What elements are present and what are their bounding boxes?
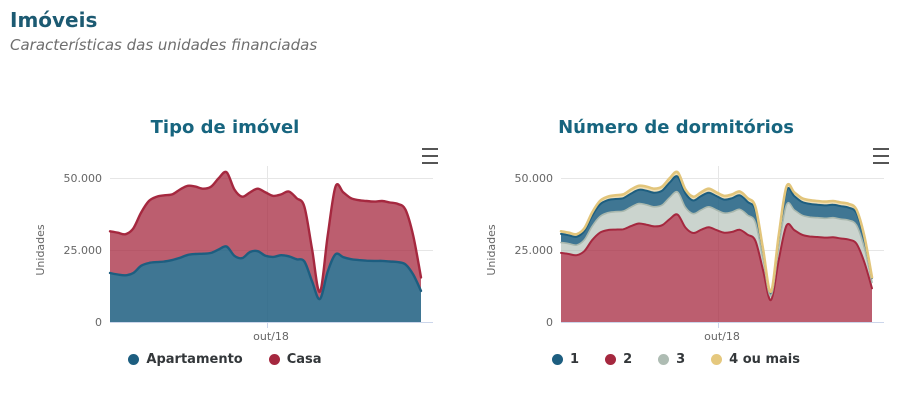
legend-item[interactable]: Casa [268, 352, 322, 367]
series-path [561, 214, 872, 322]
chart-menu-button[interactable] [867, 148, 889, 164]
y-tick-label: 50.000 [64, 172, 103, 185]
series-path [559, 170, 874, 294]
chart-legend: 1 2 3 4 ou mais [451, 352, 901, 367]
series-path [561, 191, 872, 301]
series-path [560, 190, 873, 297]
y-tick-label: 0 [546, 316, 553, 329]
y-axis-title: Unidades [34, 224, 47, 276]
legend-label: Casa [286, 352, 322, 367]
series-path [108, 245, 423, 301]
chart-menu-button[interactable] [416, 148, 438, 164]
hamburger-icon [873, 162, 889, 164]
chart-panel-tipo-de-imovel: Tipo de imóvel 50.000 25.000 0 Unidades [0, 106, 450, 367]
legend-item[interactable]: 3 [658, 352, 685, 367]
legend-marker-icon [268, 354, 280, 365]
legend-label: 4 ou mais [729, 352, 800, 367]
series-path [560, 213, 873, 302]
legend-item[interactable]: 1 [552, 352, 579, 367]
legend-label: 2 [623, 352, 633, 367]
y-tick-label: 50.000 [515, 172, 554, 185]
legend-item[interactable]: Apartamento [128, 352, 243, 367]
chart-panel-numero-de-dormitorios: Número de dormitórios 50.000 25.000 0 Un… [451, 106, 901, 367]
page-title: Imóveis [10, 8, 98, 32]
legend-label: 1 [570, 352, 580, 367]
legend-marker-icon [605, 354, 617, 365]
legend-item[interactable]: 2 [605, 352, 632, 367]
hamburger-icon [422, 155, 438, 157]
y-axis-title: Unidades [485, 224, 498, 276]
series-path [560, 175, 873, 294]
series-path [110, 171, 421, 300]
legend-marker-icon [128, 354, 140, 365]
series-areas [559, 170, 874, 322]
legend-label: Apartamento [146, 352, 243, 367]
y-tick-label: 25.000 [515, 244, 554, 257]
chart-title: Número de dormitórios [558, 117, 794, 138]
hamburger-icon [873, 155, 889, 157]
series-path [108, 170, 423, 294]
series-areas [108, 170, 423, 322]
y-tick-label: 0 [95, 316, 102, 329]
x-tick-label: out/18 [253, 330, 289, 343]
hamburger-icon [873, 148, 889, 150]
chart-legend: Apartamento Casa [0, 352, 450, 367]
stacked-area-chart: 50.000 25.000 0 Unidades out/18 [485, 166, 884, 343]
y-tick-label: 25.000 [64, 244, 103, 257]
chart-title: Tipo de imóvel [150, 117, 300, 138]
stacked-area-chart: 50.000 25.000 0 Unidades out/18 [34, 166, 433, 343]
hamburger-icon [422, 148, 438, 150]
legend-marker-icon [711, 354, 723, 365]
legend-label: 3 [676, 352, 686, 367]
page-header: Imóveis Características das unidades fin… [0, 0, 901, 54]
charts-row: Tipo de imóvel 50.000 25.000 0 Unidades [0, 106, 901, 367]
legend-marker-icon [658, 354, 670, 365]
page-subtitle: Características das unidades financiadas [10, 36, 318, 54]
series-path [110, 246, 421, 322]
hamburger-icon [422, 162, 438, 164]
legend-marker-icon [552, 354, 564, 365]
x-tick-label: out/18 [704, 330, 740, 343]
legend-item[interactable]: 4 ou mais [711, 352, 800, 367]
series-path [561, 176, 872, 296]
